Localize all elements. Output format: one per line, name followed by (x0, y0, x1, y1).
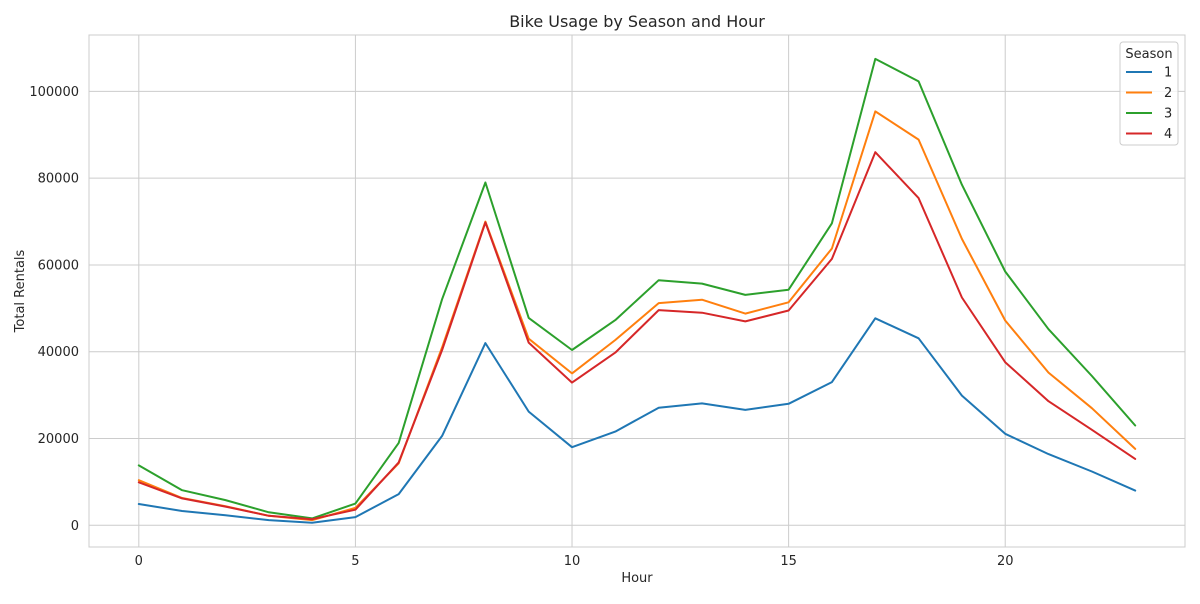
series-line-2 (137, 110, 1137, 522)
series-line-1 (137, 317, 1137, 524)
legend-label-1: 1 (1164, 66, 1172, 81)
y-tick-label: 0 (71, 519, 79, 534)
series-lines (137, 57, 1137, 524)
y-tick-label: 20000 (38, 432, 79, 447)
x-tick-label: 15 (780, 554, 797, 569)
y-tick-label: 40000 (38, 345, 79, 360)
y-tick-label: 100000 (29, 85, 79, 100)
legend-label-3: 3 (1164, 107, 1172, 122)
legend-label-4: 4 (1164, 127, 1172, 142)
legend: Season 1 2 3 4 (1119, 41, 1179, 146)
chart-title: Bike Usage by Season and Hour (509, 12, 765, 31)
x-tick-label: 5 (351, 554, 359, 569)
y-tick-label: 80000 (38, 172, 79, 187)
axis-ticks: 0 5 10 15 20 0 20000 40000 60000 80000 100000 (29, 85, 1013, 569)
legend-items: 1 2 3 4 (1126, 66, 1172, 142)
x-axis-label: Hour (621, 571, 653, 586)
y-axis-label: Total Rentals (13, 249, 28, 333)
legend-label-2: 2 (1164, 86, 1172, 101)
series-line-4 (137, 151, 1137, 521)
x-tick-label: 0 (135, 554, 143, 569)
series-line-3 (137, 57, 1137, 520)
plot-area-frame (88, 34, 1186, 548)
legend-title: Season (1125, 47, 1172, 62)
y-tick-label: 60000 (38, 258, 79, 273)
x-tick-label: 20 (997, 554, 1014, 569)
x-tick-label: 10 (564, 554, 581, 569)
